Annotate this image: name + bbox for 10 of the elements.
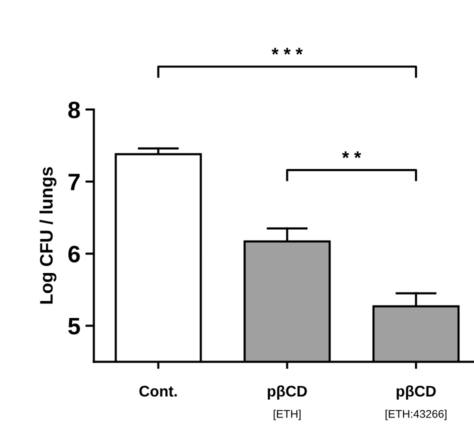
x-tick-label: Cont. xyxy=(139,386,177,397)
y-axis-title: Log CFU / lungs xyxy=(40,167,56,304)
y-tick-label: 5 xyxy=(68,318,80,335)
annotation: * * xyxy=(342,151,362,158)
y-tick-label: 8 xyxy=(68,102,80,118)
text: * * * xyxy=(272,48,303,55)
y-tick-label: 7 xyxy=(68,174,80,190)
category-label: pβCD [ETH] xyxy=(268,385,307,420)
category-label: pβCD [ETH:43266] xyxy=(386,385,446,420)
y-tick-label: 6 xyxy=(68,246,80,262)
